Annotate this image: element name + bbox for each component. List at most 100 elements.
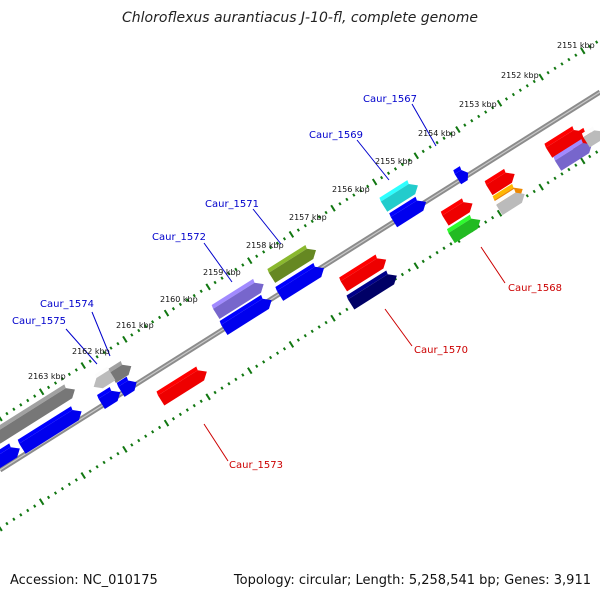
gene-label-caur-1568[interactable]: Caur_1568 xyxy=(508,283,562,294)
tick-mark xyxy=(511,92,516,97)
gene-olive xyxy=(267,244,316,283)
gene-blue-body xyxy=(454,169,469,185)
scale-label: 2152 kbp xyxy=(501,71,539,80)
gene-label-caur-1570[interactable]: Caur_1570 xyxy=(414,345,468,356)
gene-blue-body xyxy=(276,266,324,301)
gene-red-body xyxy=(486,172,515,196)
scale-label: 2153 kbp xyxy=(459,100,497,109)
gene-blue-top-face xyxy=(97,386,112,399)
scale-label: 2159 kbp xyxy=(203,268,241,277)
gene-gray xyxy=(108,360,132,383)
gene-lightgray xyxy=(93,366,116,389)
gene-label-caur-1572[interactable]: Caur_1572 xyxy=(152,232,206,243)
gene-orange-top-face xyxy=(492,183,514,200)
outer-tick-track xyxy=(0,40,599,422)
tick-mark xyxy=(255,364,259,368)
tick-mark xyxy=(67,482,71,487)
tick-mark xyxy=(317,215,321,219)
tick-mark xyxy=(255,254,259,258)
tick-mark xyxy=(455,126,461,134)
tick-mark xyxy=(386,171,391,175)
genome-summary-text: Topology: circular; Length: 5,258,541 bp… xyxy=(233,573,591,588)
tick-mark xyxy=(74,478,78,482)
tick-mark xyxy=(241,263,245,267)
tick-mark xyxy=(338,202,342,206)
gene-lavender-body xyxy=(213,282,264,320)
tick-mark xyxy=(26,398,30,403)
gene-lightgray-body xyxy=(583,130,600,148)
tick-mark xyxy=(102,350,106,355)
tick-mark xyxy=(588,44,592,49)
gene-label-caur-1571[interactable]: Caur_1571 xyxy=(205,199,259,210)
gene-lavender-body xyxy=(554,142,592,171)
gene-blue-body xyxy=(390,200,427,228)
tick-mark xyxy=(5,521,9,526)
gene-green-top-face xyxy=(446,214,472,233)
gene-red-body xyxy=(442,202,473,226)
tick-mark xyxy=(379,175,384,180)
tick-mark xyxy=(74,368,78,372)
gene-blue-top-face xyxy=(0,443,11,454)
gene-green xyxy=(446,214,481,244)
gene-lightgray-body xyxy=(93,370,116,389)
gene-red-top-face xyxy=(484,168,506,185)
tick-mark xyxy=(317,325,321,329)
tick-mark xyxy=(46,385,51,390)
tick-mark xyxy=(407,268,411,272)
gene-blue xyxy=(97,386,121,409)
leader-line xyxy=(65,328,98,365)
scale-label: 2154 kbp xyxy=(418,129,456,138)
tick-mark xyxy=(435,140,439,145)
tick-mark xyxy=(421,259,425,264)
gene-blue-body xyxy=(221,298,272,336)
gene-label-caur-1569[interactable]: Caur_1569 xyxy=(309,130,363,141)
tick-mark xyxy=(171,417,176,421)
gene-label-caur-1573[interactable]: Caur_1573 xyxy=(229,460,283,471)
tick-mark xyxy=(310,219,314,224)
tick-mark xyxy=(88,469,92,473)
tick-mark xyxy=(199,289,203,293)
gene-label-caur-1574[interactable]: Caur_1574 xyxy=(40,299,94,310)
gene-lightgray xyxy=(494,188,525,216)
tick-mark xyxy=(413,262,419,270)
tick-mark xyxy=(400,162,404,167)
tick-mark xyxy=(178,302,182,307)
gene-olive-top-face xyxy=(267,244,307,273)
tick-mark xyxy=(192,293,196,298)
gene-label-caur-1575[interactable]: Caur_1575 xyxy=(12,316,66,327)
bottom-strand-labels: Caur_1568 Caur_1570 Caur_1573 xyxy=(229,283,562,471)
tick-mark xyxy=(0,526,3,532)
tick-mark xyxy=(567,57,571,62)
tick-mark xyxy=(95,355,99,359)
tick-mark xyxy=(504,97,509,101)
scale-label: 2151 kbp xyxy=(557,41,595,50)
leader-line xyxy=(480,246,506,284)
tick-mark xyxy=(262,360,266,364)
leader-line xyxy=(384,308,413,347)
gene-blue xyxy=(275,262,324,301)
tick-mark xyxy=(137,438,141,443)
gene-lavender-top-face xyxy=(211,278,255,309)
gene-navy-body xyxy=(347,274,397,310)
tick-mark xyxy=(518,88,522,92)
gene-blue-top-face xyxy=(219,294,263,325)
gene-lavender xyxy=(211,278,264,320)
tick-mark xyxy=(449,242,453,246)
tick-mark xyxy=(393,167,398,171)
gene-red-body xyxy=(340,258,387,292)
tick-mark xyxy=(496,99,503,107)
tick-mark xyxy=(95,465,99,469)
gene-label-caur-1567[interactable]: Caur_1567 xyxy=(363,94,417,105)
label-leader-lines xyxy=(65,103,506,462)
gene-red-top-face xyxy=(440,198,464,216)
gene-features xyxy=(0,126,600,469)
tick-mark xyxy=(428,255,432,259)
tick-mark xyxy=(491,215,495,220)
tick-mark xyxy=(496,209,503,217)
tick-mark xyxy=(595,150,599,154)
tick-mark xyxy=(553,66,557,71)
tick-mark xyxy=(268,355,273,360)
gene-red-top-face xyxy=(156,366,198,396)
tick-mark xyxy=(33,504,37,508)
